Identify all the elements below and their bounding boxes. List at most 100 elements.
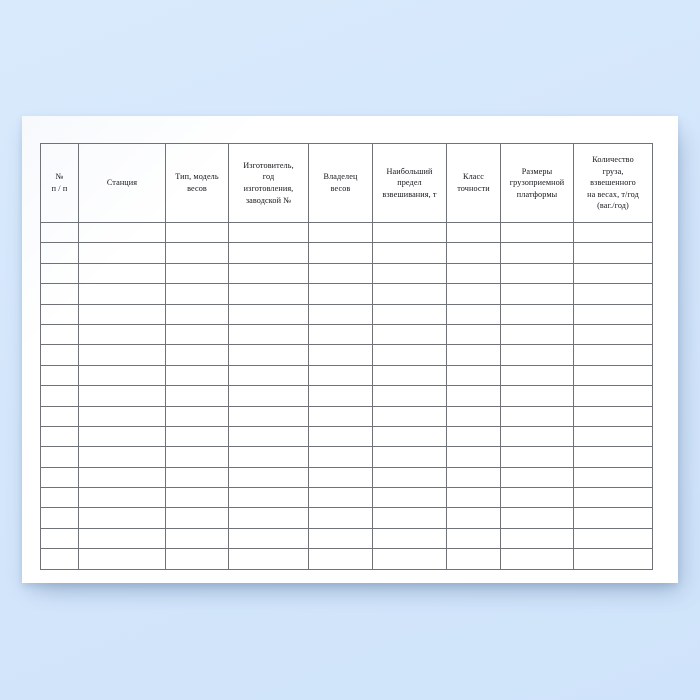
table-cell-manufacturer[interactable] xyxy=(228,364,309,387)
table-cell-platform_dimensions[interactable] xyxy=(500,221,574,244)
table-cell-accuracy_class[interactable] xyxy=(446,487,501,509)
table-cell-platform_dimensions[interactable] xyxy=(500,385,574,407)
table-cell-station[interactable] xyxy=(78,466,166,489)
table-cell-platform_dimensions[interactable] xyxy=(500,323,574,346)
table-cell-owner[interactable] xyxy=(308,466,373,489)
table-cell-scale_type_model[interactable] xyxy=(165,527,229,550)
table-cell-number[interactable] xyxy=(40,364,79,387)
table-cell-cargo_quantity[interactable] xyxy=(573,323,653,346)
table-cell-station[interactable] xyxy=(78,364,166,387)
table-cell-station[interactable] xyxy=(78,507,166,529)
table-row[interactable] xyxy=(40,323,653,346)
table-cell-manufacturer[interactable] xyxy=(228,548,309,570)
table-cell-station[interactable] xyxy=(78,548,166,570)
table-cell-max_weighing_limit[interactable] xyxy=(372,405,447,427)
table-cell-max_weighing_limit[interactable] xyxy=(372,385,447,407)
table-cell-accuracy_class[interactable] xyxy=(446,527,501,550)
table-cell-scale_type_model[interactable] xyxy=(165,466,229,489)
table-cell-platform_dimensions[interactable] xyxy=(500,446,574,468)
table-cell-cargo_quantity[interactable] xyxy=(573,221,653,244)
table-cell-cargo_quantity[interactable] xyxy=(573,466,653,489)
table-row[interactable] xyxy=(40,527,653,550)
table-cell-station[interactable] xyxy=(78,221,166,244)
table-cell-owner[interactable] xyxy=(308,344,373,366)
table-cell-cargo_quantity[interactable] xyxy=(573,242,653,264)
table-cell-station[interactable] xyxy=(78,527,166,550)
table-cell-number[interactable] xyxy=(40,303,79,325)
table-cell-max_weighing_limit[interactable] xyxy=(372,466,447,489)
table-cell-platform_dimensions[interactable] xyxy=(500,405,574,427)
table-cell-scale_type_model[interactable] xyxy=(165,385,229,407)
table-cell-owner[interactable] xyxy=(308,303,373,325)
table-cell-owner[interactable] xyxy=(308,527,373,550)
table-cell-number[interactable] xyxy=(40,344,79,366)
table-cell-number[interactable] xyxy=(40,405,79,427)
table-cell-scale_type_model[interactable] xyxy=(165,405,229,427)
table-cell-accuracy_class[interactable] xyxy=(446,344,501,366)
table-cell-scale_type_model[interactable] xyxy=(165,446,229,468)
table-cell-accuracy_class[interactable] xyxy=(446,262,501,285)
table-cell-scale_type_model[interactable] xyxy=(165,364,229,387)
table-cell-owner[interactable] xyxy=(308,405,373,427)
table-cell-scale_type_model[interactable] xyxy=(165,303,229,325)
table-cell-cargo_quantity[interactable] xyxy=(573,507,653,529)
table-cell-manufacturer[interactable] xyxy=(228,385,309,407)
table-cell-manufacturer[interactable] xyxy=(228,221,309,244)
table-cell-scale_type_model[interactable] xyxy=(165,507,229,529)
table-cell-scale_type_model[interactable] xyxy=(165,344,229,366)
table-cell-accuracy_class[interactable] xyxy=(446,364,501,387)
table-cell-manufacturer[interactable] xyxy=(228,242,309,264)
table-cell-number[interactable] xyxy=(40,242,79,264)
table-cell-owner[interactable] xyxy=(308,446,373,468)
table-cell-accuracy_class[interactable] xyxy=(446,466,501,489)
table-cell-owner[interactable] xyxy=(308,385,373,407)
table-cell-platform_dimensions[interactable] xyxy=(500,548,574,570)
table-cell-cargo_quantity[interactable] xyxy=(573,487,653,509)
table-row[interactable] xyxy=(40,405,653,427)
table-cell-cargo_quantity[interactable] xyxy=(573,527,653,550)
table-cell-owner[interactable] xyxy=(308,507,373,529)
table-cell-cargo_quantity[interactable] xyxy=(573,283,653,305)
table-cell-max_weighing_limit[interactable] xyxy=(372,283,447,305)
table-cell-manufacturer[interactable] xyxy=(228,344,309,366)
table-cell-number[interactable] xyxy=(40,221,79,244)
table-row[interactable] xyxy=(40,303,653,325)
table-cell-number[interactable] xyxy=(40,507,79,529)
table-cell-max_weighing_limit[interactable] xyxy=(372,323,447,346)
table-cell-max_weighing_limit[interactable] xyxy=(372,446,447,468)
table-row[interactable] xyxy=(40,283,653,305)
table-cell-cargo_quantity[interactable] xyxy=(573,446,653,468)
table-cell-max_weighing_limit[interactable] xyxy=(372,303,447,325)
table-cell-manufacturer[interactable] xyxy=(228,425,309,448)
table-cell-manufacturer[interactable] xyxy=(228,405,309,427)
table-cell-number[interactable] xyxy=(40,446,79,468)
table-row[interactable] xyxy=(40,466,653,489)
table-cell-number[interactable] xyxy=(40,425,79,448)
table-cell-cargo_quantity[interactable] xyxy=(573,385,653,407)
table-cell-station[interactable] xyxy=(78,344,166,366)
table-cell-accuracy_class[interactable] xyxy=(446,405,501,427)
table-row[interactable] xyxy=(40,487,653,509)
table-cell-scale_type_model[interactable] xyxy=(165,262,229,285)
table-cell-owner[interactable] xyxy=(308,425,373,448)
table-cell-platform_dimensions[interactable] xyxy=(500,487,574,509)
table-row[interactable] xyxy=(40,425,653,448)
table-cell-cargo_quantity[interactable] xyxy=(573,405,653,427)
table-cell-platform_dimensions[interactable] xyxy=(500,344,574,366)
table-cell-owner[interactable] xyxy=(308,283,373,305)
table-cell-manufacturer[interactable] xyxy=(228,323,309,346)
table-cell-manufacturer[interactable] xyxy=(228,446,309,468)
table-cell-max_weighing_limit[interactable] xyxy=(372,548,447,570)
table-cell-station[interactable] xyxy=(78,446,166,468)
table-cell-owner[interactable] xyxy=(308,364,373,387)
table-cell-cargo_quantity[interactable] xyxy=(573,364,653,387)
table-cell-platform_dimensions[interactable] xyxy=(500,283,574,305)
table-cell-platform_dimensions[interactable] xyxy=(500,507,574,529)
table-cell-scale_type_model[interactable] xyxy=(165,487,229,509)
table-row[interactable] xyxy=(40,242,653,264)
table-cell-accuracy_class[interactable] xyxy=(446,283,501,305)
table-cell-manufacturer[interactable] xyxy=(228,283,309,305)
table-row[interactable] xyxy=(40,548,653,570)
table-cell-max_weighing_limit[interactable] xyxy=(372,242,447,264)
table-cell-station[interactable] xyxy=(78,323,166,346)
